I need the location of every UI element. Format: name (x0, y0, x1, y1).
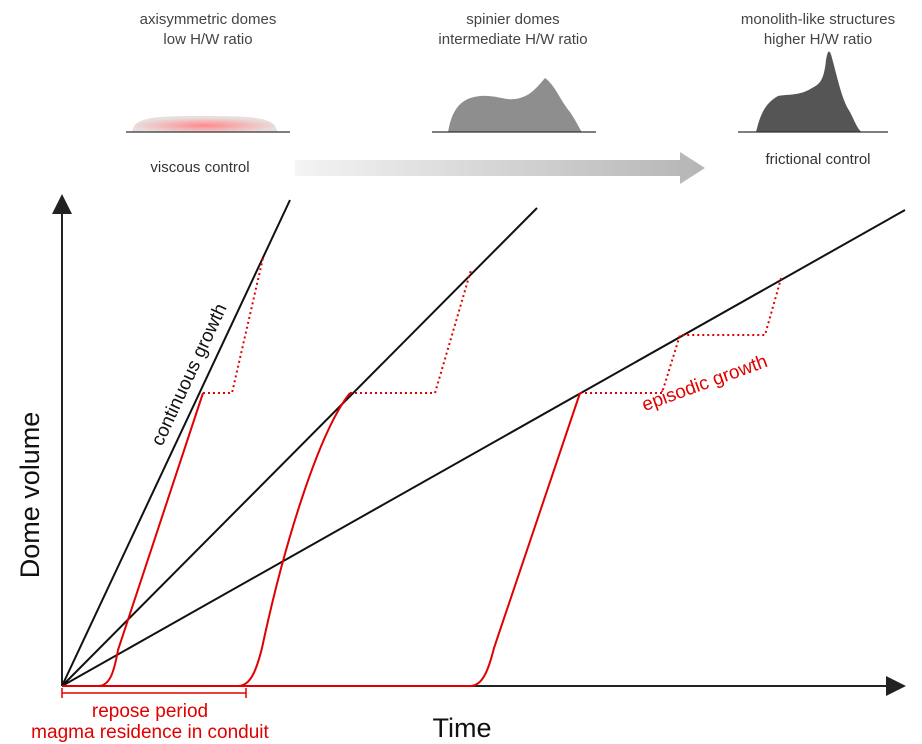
continuous-lines (61, 199, 906, 687)
dome-subtitle: higher H/W ratio (764, 31, 872, 48)
dome-subtitle: intermediate H/W ratio (438, 31, 587, 48)
dome-title: spinier domes (466, 11, 559, 28)
repose-sublabel: magma residence in conduit (31, 722, 269, 743)
episodic-dotted (203, 257, 783, 394)
dome-title: axisymmetric domes (140, 11, 277, 28)
control-arrow (295, 152, 705, 184)
dome-subtitle: low H/W ratio (163, 31, 252, 48)
dome-title: monolith-like structures (741, 11, 895, 28)
x-axis-label: Time (433, 713, 492, 743)
repose-label: repose period (92, 701, 208, 722)
y-axis-label: Dome volume (15, 412, 45, 579)
repose-bracket (61, 688, 247, 698)
control-label: viscous control (150, 159, 249, 176)
control-label: frictional control (765, 151, 870, 168)
continuous-label: continuous growth (147, 300, 231, 449)
dome-shapes (126, 51, 888, 133)
episodic-label: episodic growth (639, 351, 770, 416)
episodic-curves (62, 392, 581, 687)
